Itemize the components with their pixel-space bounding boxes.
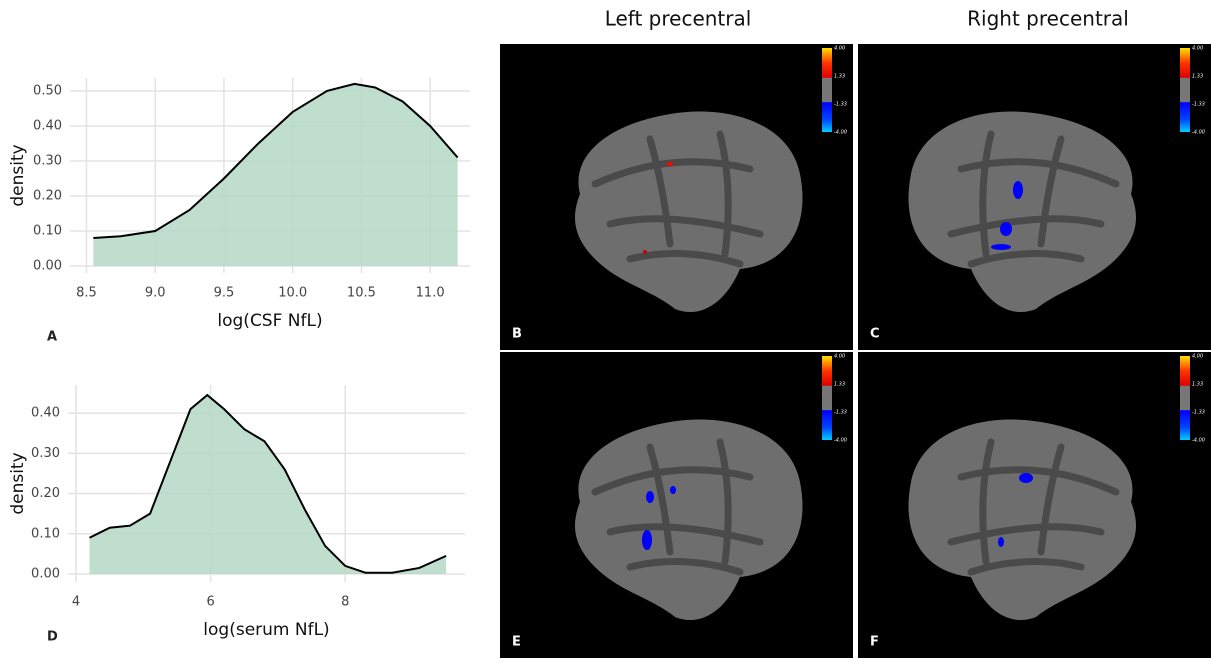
colorbar-tick-label: -4.00 (834, 130, 847, 136)
y-axis-label: density (8, 144, 28, 206)
colorbar-tick-label: -1.33 (1192, 409, 1205, 415)
colorbar-tick-label: 4.00 (834, 46, 845, 52)
colorbar-tick-label: -4.00 (1192, 130, 1205, 136)
brain-sulci (947, 438, 1120, 576)
panel-label: D (47, 630, 58, 645)
colorbar-tick-label: -1.33 (834, 101, 847, 107)
brain-sulci (591, 130, 764, 268)
x-tick-label: 10.5 (347, 286, 376, 301)
colorbar-tick-label: 1.33 (834, 74, 845, 80)
brain-sulci (947, 130, 1120, 268)
y-axis-label: density (8, 452, 28, 514)
y-tick-label: 0.10 (31, 526, 60, 541)
colorbar-tick-label: 1.33 (834, 382, 845, 388)
y-tick-label: 0.00 (33, 258, 62, 273)
density-line (89, 393, 447, 574)
cluster (646, 491, 654, 503)
colorbar (822, 356, 832, 440)
cluster (1019, 473, 1033, 483)
cluster (991, 244, 1011, 250)
x-axis-label: log(serum NfL) (203, 620, 329, 640)
colorbar-tick-label: 4.00 (834, 354, 845, 360)
colorbar (822, 48, 832, 132)
cluster (998, 537, 1004, 547)
cluster (642, 530, 652, 550)
brain-panel: 4.00 1.33 -1.33 -4.00 C (858, 44, 1211, 350)
x-tick-label: 6 (207, 595, 215, 610)
cluster (1000, 222, 1012, 236)
x-tick-label: 8.5 (76, 286, 97, 301)
cluster (667, 162, 673, 166)
y-tick-label: 0.50 (33, 83, 62, 98)
colorbar (1180, 48, 1190, 132)
brain (908, 111, 1136, 313)
cluster (1013, 181, 1023, 199)
cluster (670, 486, 676, 494)
y-tick-label: 0.30 (33, 153, 62, 168)
brain (575, 419, 803, 621)
colorbar-tick-label: 4.00 (1192, 354, 1203, 360)
colorbar-tick-label: -1.33 (1192, 101, 1205, 107)
brain-sulci (591, 438, 764, 576)
brain (575, 111, 803, 313)
colorbar-tick-label: -1.33 (834, 409, 847, 415)
column-title: Right precentral (967, 7, 1129, 31)
y-tick-label: 0.40 (31, 406, 60, 421)
panel-label: E (512, 635, 521, 650)
colorbar-tick-label: 4.00 (1192, 46, 1203, 52)
y-tick-label: 0.20 (31, 486, 60, 501)
column-title: Left precentral (605, 7, 752, 31)
panel-label: C (870, 327, 880, 342)
density-line (93, 82, 459, 239)
panel-label: B (512, 327, 522, 342)
y-tick-label: 0.30 (31, 446, 60, 461)
brain-panel: 4.00 1.33 -1.33 -4.00 E (500, 352, 853, 658)
x-tick-label: 10.0 (278, 286, 307, 301)
x-tick-label: 9.5 (214, 286, 235, 301)
y-tick-label: 0.00 (31, 566, 60, 581)
brain (908, 419, 1136, 621)
brain-panel: 4.00 1.33 -1.33 -4.00 F (858, 352, 1211, 658)
x-tick-label: 8 (341, 595, 349, 610)
x-tick-label: 11.0 (416, 286, 445, 301)
density-area (89, 395, 447, 574)
x-axis-label: log(CSF NfL) (217, 311, 322, 331)
colorbar-tick-label: 1.33 (1192, 382, 1203, 388)
colorbar-tick-label: -4.00 (1192, 438, 1205, 444)
cluster (643, 250, 647, 254)
y-tick-label: 0.40 (33, 118, 62, 133)
density-area (93, 83, 458, 266)
colorbar (1180, 356, 1190, 440)
colorbar-tick-label: 1.33 (1192, 74, 1203, 80)
brain-panel: 4.00 1.33 -1.33 -4.00 B (500, 44, 853, 350)
panel-label: F (870, 635, 879, 650)
y-tick-label: 0.10 (33, 223, 62, 238)
panel-label: A (47, 330, 57, 345)
x-tick-label: 9.0 (145, 286, 166, 301)
y-tick-label: 0.20 (33, 188, 62, 203)
x-tick-label: 4 (72, 595, 80, 610)
colorbar-tick-label: -4.00 (834, 438, 847, 444)
